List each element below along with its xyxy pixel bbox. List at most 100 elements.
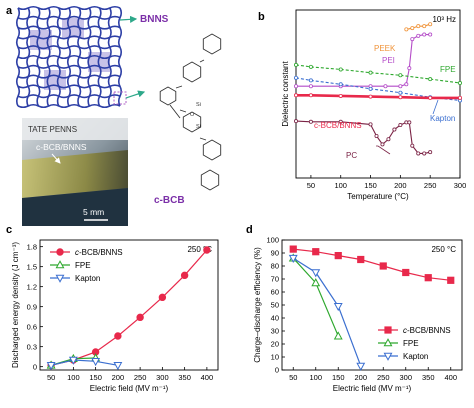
- legend-entry: c-BCB/BNNS: [75, 248, 123, 257]
- data-point: [333, 331, 343, 340]
- series-fpe: [293, 62, 462, 86]
- x-tick-label: 300: [399, 373, 412, 382]
- series-c-bcb-bnns: [293, 93, 462, 100]
- x-tick-label: 400: [201, 373, 214, 382]
- data-point: [398, 123, 403, 128]
- x-tick-label: 50: [307, 181, 315, 190]
- data-point: [308, 84, 313, 89]
- mesh-strand: [97, 7, 102, 107]
- data-point: [338, 119, 343, 124]
- legend-entry: FPE: [75, 261, 91, 270]
- series-line: [295, 64, 461, 84]
- data-point: [407, 66, 412, 71]
- series-label: c-BCB/BNNS: [314, 121, 362, 130]
- data-point: [428, 77, 433, 82]
- data-point: [312, 248, 320, 256]
- y-axis-label: Charge–discharge efficiency (%): [253, 247, 262, 363]
- bnns-mesh-illustration: [15, 5, 123, 109]
- data-point: [308, 64, 313, 69]
- panel-b-dielectric-chart: 50 100 150 200 250 300 Temperature (°C) Dielect…: [281, 9, 467, 201]
- data-point: [402, 268, 410, 277]
- x-tick-label: 250: [377, 373, 390, 382]
- legend-marker: [55, 260, 65, 269]
- data-point: [293, 84, 298, 89]
- data-point: [392, 127, 397, 132]
- x-tick-label: 250: [134, 373, 147, 382]
- x-tick-label: 250: [424, 181, 437, 190]
- film-label: c-BCB/BNNS: [36, 142, 87, 152]
- data-point: [379, 262, 387, 270]
- x-axis-label: Temperature (°C): [347, 192, 409, 201]
- data-point: [416, 33, 421, 38]
- benzene-ring: [182, 111, 202, 133]
- y-tick-label: 1.5: [27, 262, 37, 271]
- series-c-bcb-bnns: [289, 245, 455, 284]
- series-kapton: [46, 356, 123, 371]
- y-tick-label: 80: [271, 262, 279, 271]
- data-point: [288, 254, 298, 264]
- mesh-strand: [15, 7, 21, 107]
- data-point: [410, 26, 415, 31]
- data-point: [338, 93, 343, 98]
- legend-marker: [55, 274, 65, 283]
- y-tick-label: 50: [271, 301, 279, 310]
- data-point: [422, 32, 427, 37]
- y-tick-label: 30: [271, 327, 279, 336]
- x-axis-label: Electric field (MV m⁻¹): [333, 384, 412, 393]
- series-c-bcb-bnns: [47, 246, 211, 370]
- data-point: [404, 82, 409, 87]
- data-point: [428, 150, 433, 155]
- bnns-pointer: [119, 15, 138, 23]
- y-tick-label: 0.9: [27, 302, 37, 311]
- series-pei: [293, 32, 433, 89]
- legend-marker: [383, 352, 393, 361]
- data-point: [293, 93, 298, 98]
- data-point: [368, 94, 373, 99]
- data-point: [398, 84, 403, 89]
- data-point: [180, 271, 189, 280]
- panel-label-a: a: [6, 5, 13, 17]
- data-point: [308, 119, 313, 124]
- x-tick-label: 100: [309, 373, 322, 382]
- data-point: [333, 303, 343, 312]
- x-tick-label: 150: [89, 373, 102, 382]
- legend-entry-rest: -BCB/BNNS: [407, 326, 451, 335]
- data-point: [293, 75, 298, 80]
- data-point: [410, 143, 415, 148]
- legend-entry: c-BCB/BNNS: [403, 326, 451, 335]
- data-point: [398, 95, 403, 100]
- mesh-strand: [36, 7, 41, 107]
- data-point: [158, 293, 167, 302]
- x-tick-label: 300: [454, 181, 467, 190]
- benzene-ring: [202, 33, 222, 55]
- y-tick-label: 0: [33, 362, 37, 371]
- molecule-pointer: [125, 90, 146, 99]
- data-point: [357, 255, 365, 264]
- data-point: [380, 142, 385, 147]
- data-point: [293, 119, 298, 124]
- data-point: [203, 246, 211, 254]
- data-point: [334, 251, 342, 260]
- legend-entry-italic: c: [403, 326, 407, 335]
- y-tick-label: 0.3: [27, 342, 37, 351]
- y-tick-label: 100: [266, 236, 279, 245]
- data-point: [338, 82, 343, 87]
- y-tick-label: 10: [271, 353, 279, 362]
- data-point: [308, 78, 313, 83]
- molecule-bond: [169, 59, 207, 141]
- silicon-atom: Si: [196, 124, 201, 130]
- data-point: [422, 151, 427, 156]
- pc-pointer: [376, 145, 391, 155]
- benzene-ring: [202, 139, 222, 161]
- scale-label: 5 mm: [83, 207, 104, 217]
- benzene-ring: [182, 61, 202, 83]
- film-photo: TATE PENNS: [22, 118, 128, 226]
- frequency-annotation: 10³ Hz: [432, 15, 456, 24]
- legend-entry: Kapton: [75, 274, 100, 283]
- benzene-ring: [159, 86, 177, 106]
- plot-frame: [281, 239, 463, 371]
- legend-entry: FPE: [403, 339, 419, 348]
- series-label: PEI: [382, 56, 395, 65]
